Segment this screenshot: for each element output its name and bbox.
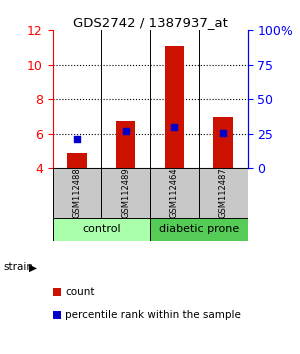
Text: GSM112488: GSM112488 <box>72 168 81 218</box>
Bar <box>52 168 101 218</box>
Bar <box>213 117 233 168</box>
Text: strain: strain <box>3 262 33 272</box>
Bar <box>199 168 248 218</box>
Bar <box>165 46 184 168</box>
Bar <box>52 218 150 241</box>
Text: control: control <box>82 224 121 234</box>
Text: ▶: ▶ <box>28 262 37 272</box>
Bar <box>116 121 135 168</box>
Title: GDS2742 / 1387937_at: GDS2742 / 1387937_at <box>73 16 227 29</box>
Bar <box>101 168 150 218</box>
Bar <box>67 153 87 168</box>
Point <box>221 130 226 136</box>
Bar <box>150 218 248 241</box>
Text: GSM112464: GSM112464 <box>170 168 179 218</box>
Bar <box>150 168 199 218</box>
Point <box>123 128 128 134</box>
Text: GSM112489: GSM112489 <box>121 168 130 218</box>
Text: diabetic prone: diabetic prone <box>159 224 239 234</box>
Text: percentile rank within the sample: percentile rank within the sample <box>65 310 241 320</box>
Point <box>172 125 177 130</box>
Text: GSM112487: GSM112487 <box>219 168 228 218</box>
Point <box>74 136 79 142</box>
Text: count: count <box>65 287 95 297</box>
